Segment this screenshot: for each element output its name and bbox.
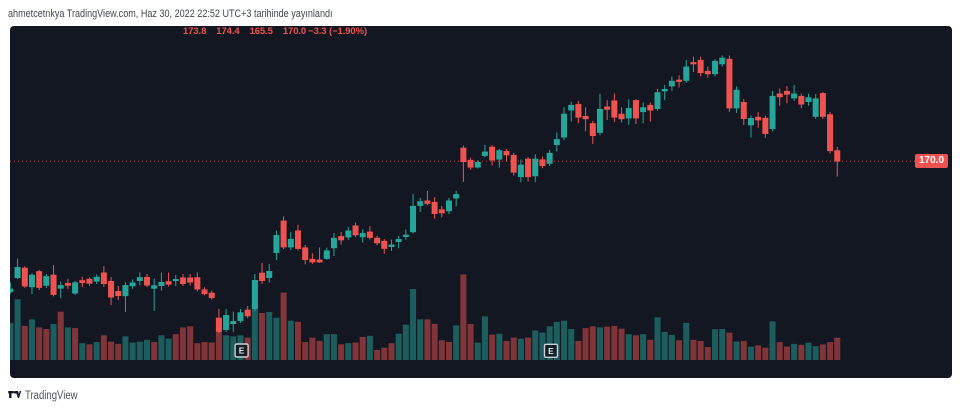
svg-text:E: E [548, 346, 554, 356]
svg-text:E: E [239, 346, 245, 356]
